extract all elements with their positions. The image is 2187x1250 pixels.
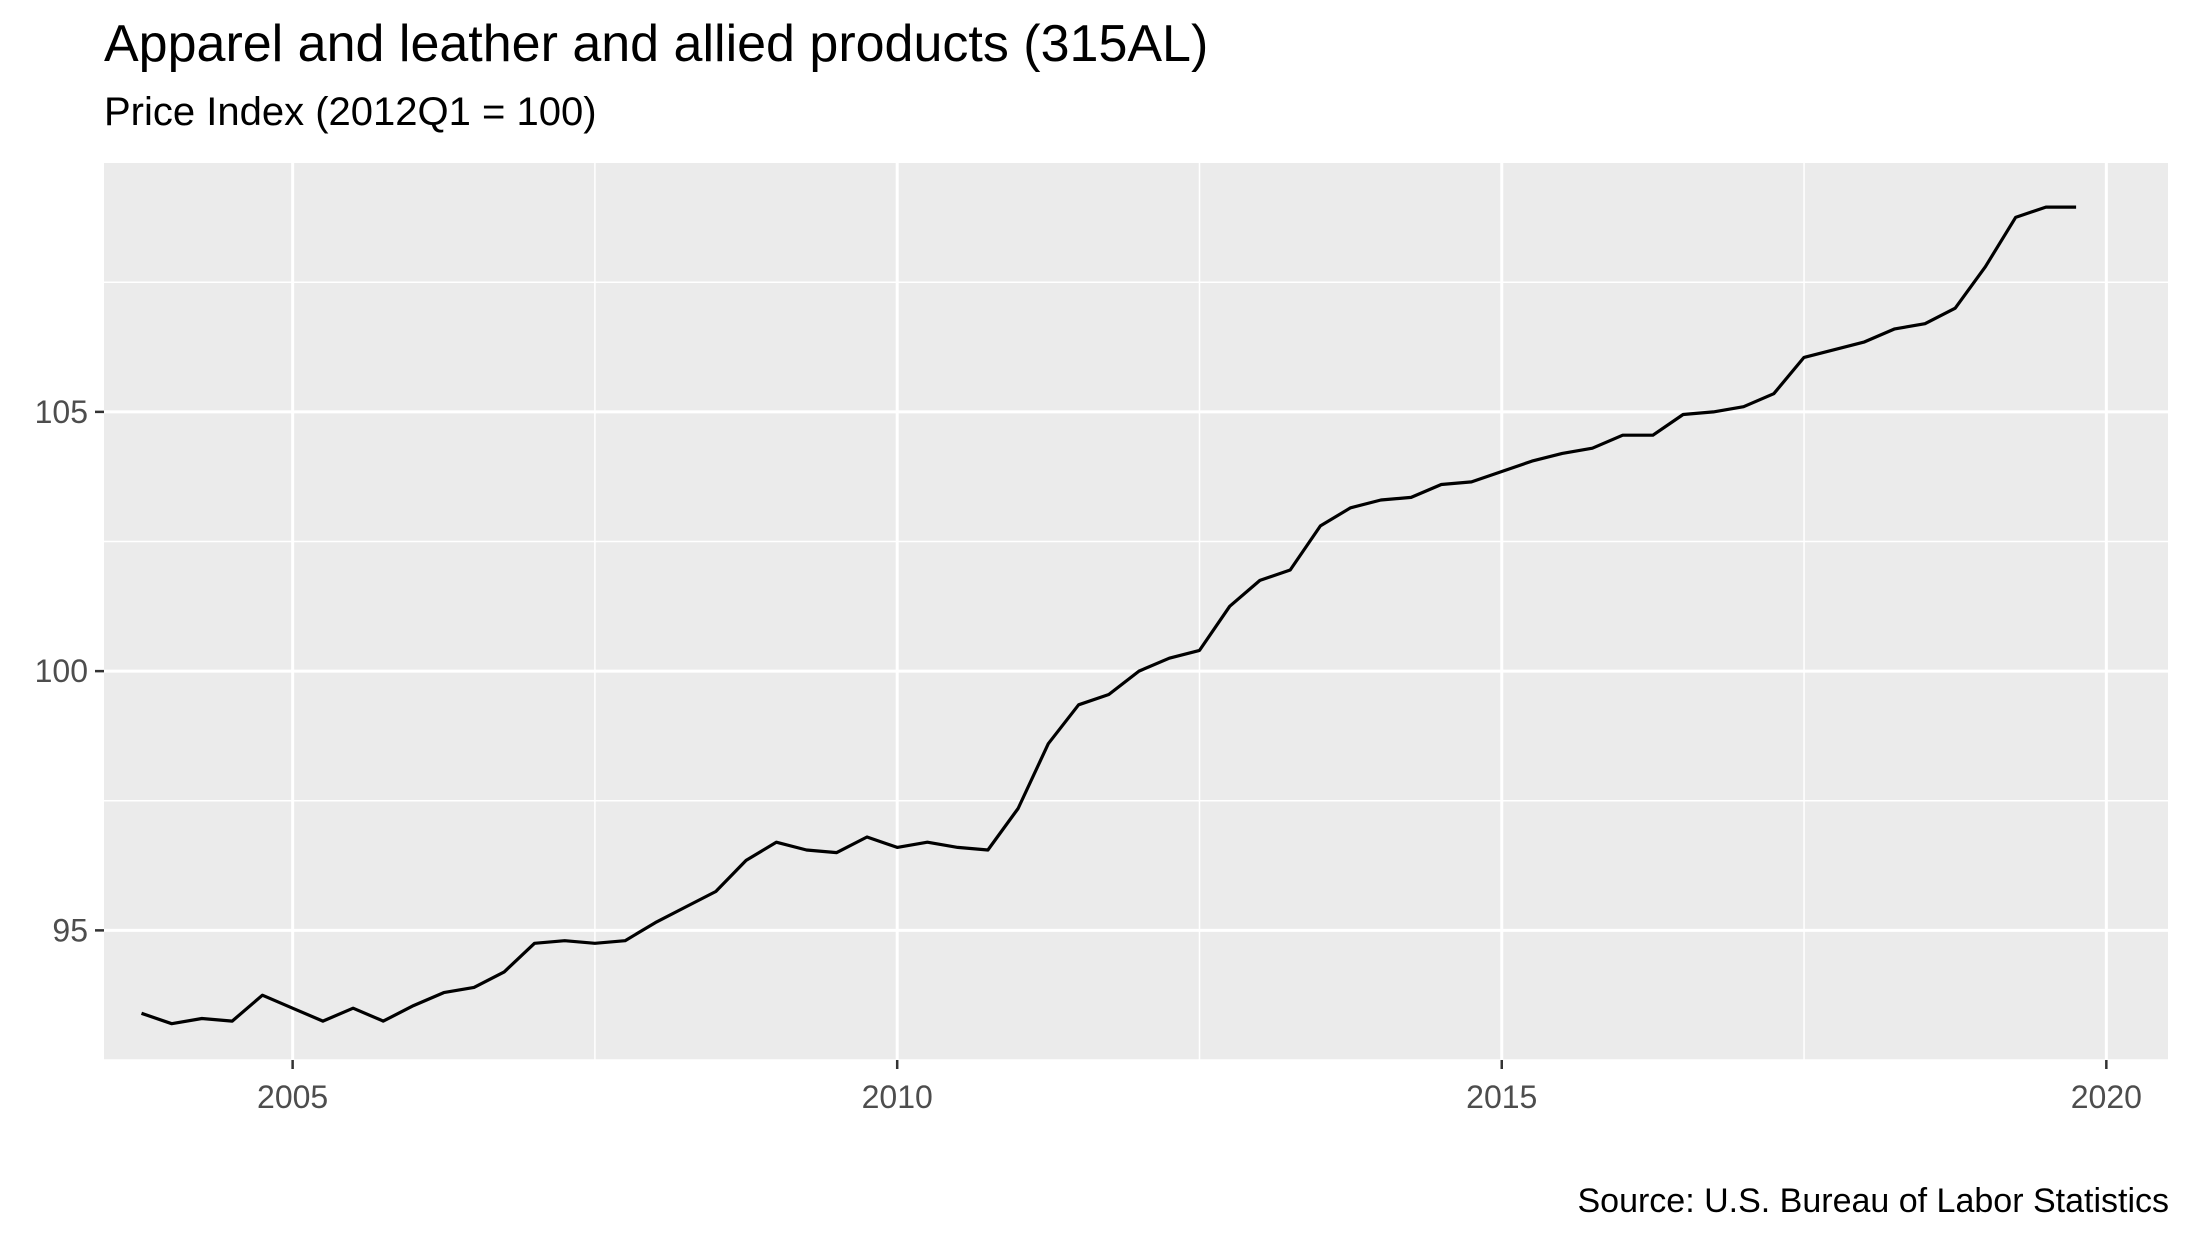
- y-tick-label: 95: [52, 912, 88, 948]
- plot-panel: [104, 163, 2168, 1060]
- major-gridlines: [104, 163, 2168, 1060]
- x-tick-label: 2010: [862, 1079, 933, 1115]
- x-tick-label: 2005: [257, 1079, 328, 1115]
- x-tick-label: 2015: [1466, 1079, 1537, 1115]
- axis-ticks: [95, 410, 2108, 1069]
- y-tick-label: 100: [35, 653, 88, 689]
- x-tick-label: 2020: [2071, 1079, 2142, 1115]
- tick-labels: 2005 2010 2015 2020 95 100 105: [35, 394, 2142, 1115]
- chart-title: Apparel and leather and allied products …: [104, 15, 1209, 73]
- source-caption: Source: U.S. Bureau of Labor Statistics: [1577, 1182, 2169, 1220]
- y-tick-label: 105: [35, 394, 88, 430]
- chart-subtitle: Price Index (2012Q1 = 100): [104, 90, 597, 134]
- minor-gridlines: [104, 163, 2168, 1061]
- series-line: [140, 205, 2077, 1026]
